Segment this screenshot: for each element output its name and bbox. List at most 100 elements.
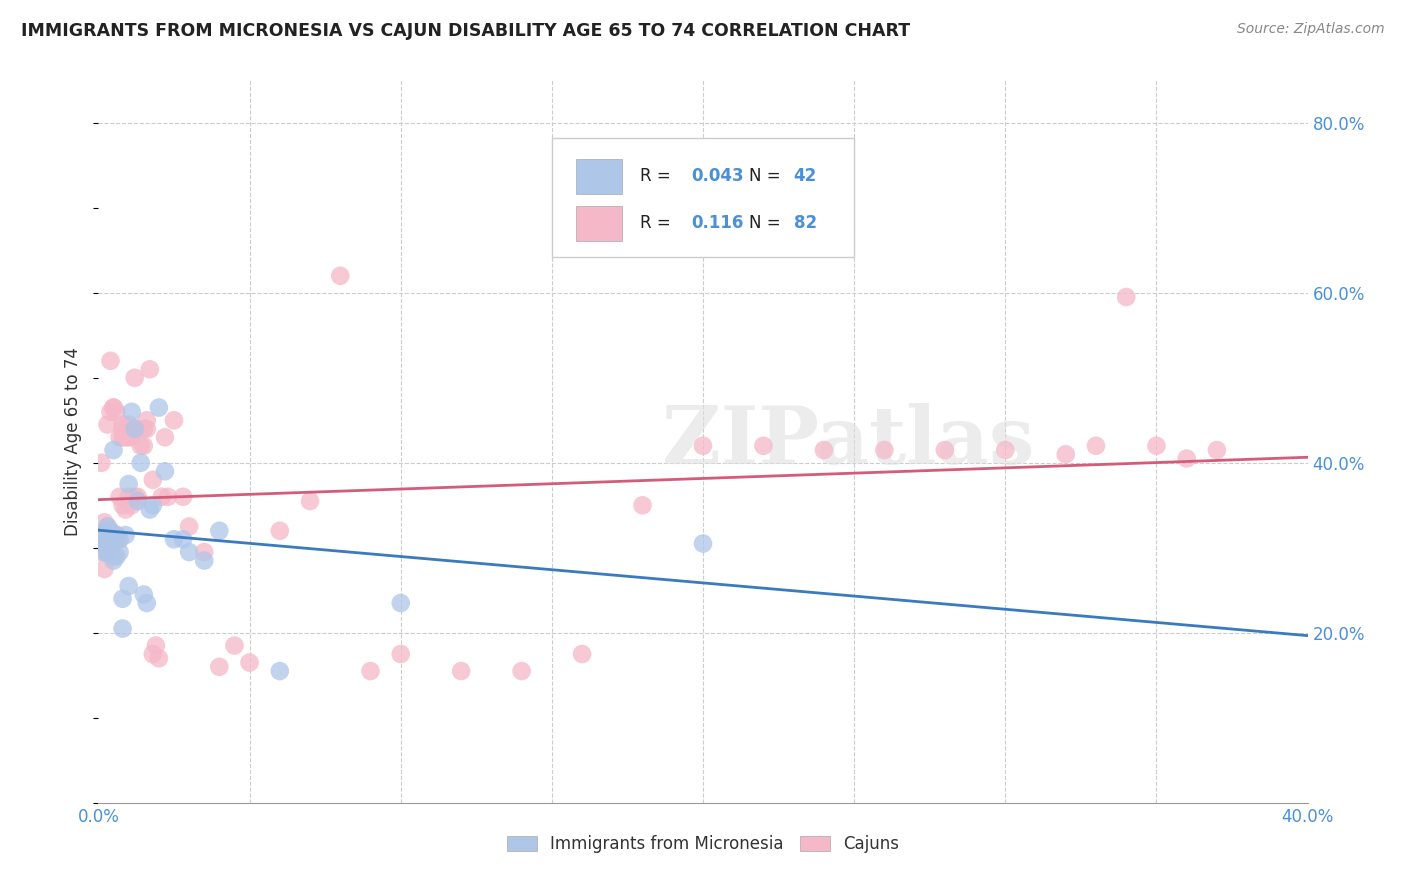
Point xyxy=(100,528,122,542)
Text: R =: R = xyxy=(640,214,682,232)
Point xyxy=(100,524,122,538)
Point xyxy=(208,660,231,674)
Point xyxy=(96,536,118,550)
Point xyxy=(153,464,176,478)
Point xyxy=(100,533,122,547)
Point xyxy=(172,490,194,504)
Point xyxy=(105,528,128,542)
Y-axis label: Disability Age 65 to 74: Disability Age 65 to 74 xyxy=(65,347,83,536)
Point xyxy=(121,405,143,419)
Point xyxy=(132,422,155,436)
Point xyxy=(692,439,714,453)
Point xyxy=(145,639,167,653)
Point xyxy=(135,422,157,436)
Point xyxy=(93,524,115,538)
Point xyxy=(96,528,118,542)
Point xyxy=(105,533,128,547)
Point xyxy=(121,425,143,440)
Point xyxy=(129,439,152,453)
Point xyxy=(111,498,134,512)
Point xyxy=(150,490,173,504)
Point xyxy=(239,656,262,670)
Point xyxy=(156,490,179,504)
Point xyxy=(1085,439,1108,453)
Point xyxy=(153,430,176,444)
Point xyxy=(873,443,896,458)
Point xyxy=(118,579,141,593)
Point xyxy=(103,533,125,547)
Point xyxy=(208,524,231,538)
Point xyxy=(118,430,141,444)
Point xyxy=(118,477,141,491)
Point xyxy=(139,362,162,376)
FancyBboxPatch shape xyxy=(576,159,621,194)
Text: N =: N = xyxy=(749,214,786,232)
Point xyxy=(105,549,128,564)
Point xyxy=(108,545,131,559)
Point xyxy=(148,651,170,665)
Point xyxy=(124,490,146,504)
Point xyxy=(114,528,136,542)
Point xyxy=(132,588,155,602)
Point xyxy=(139,502,162,516)
Text: N =: N = xyxy=(749,168,786,186)
Point xyxy=(329,268,352,283)
Point xyxy=(752,439,775,453)
Point xyxy=(1206,443,1229,458)
Point xyxy=(142,647,165,661)
Point xyxy=(1115,290,1137,304)
Text: R =: R = xyxy=(640,168,676,186)
Point xyxy=(121,430,143,444)
Text: 0.043: 0.043 xyxy=(690,168,744,186)
Point xyxy=(224,639,246,653)
Point xyxy=(111,591,134,606)
Point xyxy=(129,456,152,470)
Point xyxy=(103,553,125,567)
Point xyxy=(135,596,157,610)
Point xyxy=(193,545,215,559)
Point xyxy=(571,647,593,661)
Point xyxy=(103,549,125,564)
Text: 82: 82 xyxy=(793,214,817,232)
Point xyxy=(121,498,143,512)
Point xyxy=(100,353,122,368)
Point xyxy=(179,519,201,533)
Point xyxy=(114,425,136,440)
Point xyxy=(118,417,141,432)
Point xyxy=(299,494,322,508)
Point xyxy=(114,430,136,444)
Point xyxy=(510,664,533,678)
Point xyxy=(96,417,118,432)
Point xyxy=(127,422,149,436)
Point xyxy=(103,443,125,458)
Point xyxy=(93,545,115,559)
Point xyxy=(389,596,412,610)
Point xyxy=(163,413,186,427)
Point xyxy=(132,439,155,453)
Point xyxy=(142,473,165,487)
Point xyxy=(96,519,118,533)
Point xyxy=(1175,451,1198,466)
FancyBboxPatch shape xyxy=(576,206,621,241)
Point xyxy=(934,443,956,458)
Point xyxy=(90,533,112,547)
Point xyxy=(96,528,118,542)
Point xyxy=(118,490,141,504)
Point xyxy=(111,430,134,444)
Point xyxy=(105,528,128,542)
Point xyxy=(269,524,291,538)
Text: IMMIGRANTS FROM MICRONESIA VS CAJUN DISABILITY AGE 65 TO 74 CORRELATION CHART: IMMIGRANTS FROM MICRONESIA VS CAJUN DISA… xyxy=(21,22,910,40)
Text: 0.116: 0.116 xyxy=(690,214,744,232)
Point xyxy=(108,533,131,547)
Point xyxy=(114,502,136,516)
Point xyxy=(163,533,186,547)
Point xyxy=(96,545,118,559)
Point xyxy=(93,533,115,547)
Point xyxy=(100,541,122,555)
Point xyxy=(90,456,112,470)
Point xyxy=(90,528,112,542)
Point xyxy=(108,533,131,547)
Point xyxy=(93,533,115,547)
Text: Source: ZipAtlas.com: Source: ZipAtlas.com xyxy=(1237,22,1385,37)
Text: ZIPatlas: ZIPatlas xyxy=(662,402,1035,481)
